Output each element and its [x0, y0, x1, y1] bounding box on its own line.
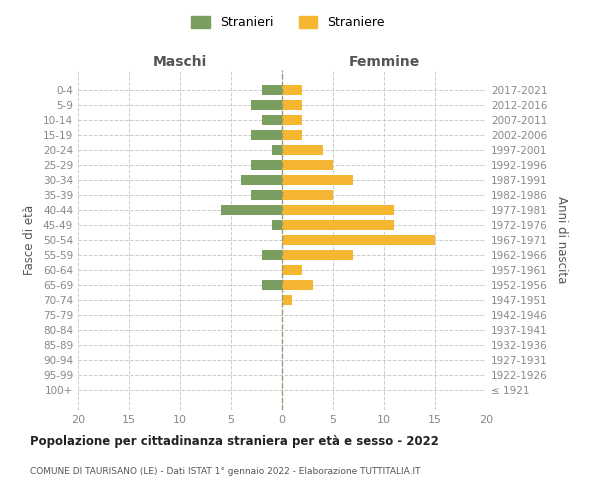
Bar	[282, 205, 394, 215]
Bar	[282, 86, 302, 95]
Bar	[262, 86, 282, 95]
Text: COMUNE DI TAURISANO (LE) - Dati ISTAT 1° gennaio 2022 - Elaborazione TUTTITALIA.: COMUNE DI TAURISANO (LE) - Dati ISTAT 1°…	[30, 468, 421, 476]
Y-axis label: Fasce di età: Fasce di età	[23, 205, 36, 275]
Bar	[282, 116, 302, 125]
Bar	[282, 130, 302, 140]
Bar	[282, 295, 292, 304]
Bar	[282, 265, 302, 275]
Bar	[282, 146, 323, 155]
Bar	[282, 160, 333, 170]
Bar	[272, 220, 282, 230]
Text: Maschi: Maschi	[153, 56, 207, 70]
Bar	[262, 280, 282, 290]
Bar	[282, 176, 353, 185]
Bar	[251, 130, 282, 140]
Bar	[282, 280, 313, 290]
Bar	[282, 190, 333, 200]
Bar	[272, 146, 282, 155]
Bar	[282, 250, 353, 260]
Y-axis label: Anni di nascita: Anni di nascita	[554, 196, 568, 284]
Text: Femmine: Femmine	[349, 56, 419, 70]
Text: Popolazione per cittadinanza straniera per età e sesso - 2022: Popolazione per cittadinanza straniera p…	[30, 435, 439, 448]
Bar	[282, 220, 394, 230]
Bar	[282, 100, 302, 110]
Bar	[251, 160, 282, 170]
Bar	[262, 116, 282, 125]
Legend: Stranieri, Straniere: Stranieri, Straniere	[186, 11, 390, 34]
Bar	[241, 176, 282, 185]
Bar	[221, 205, 282, 215]
Bar	[282, 235, 435, 245]
Bar	[251, 190, 282, 200]
Bar	[251, 100, 282, 110]
Bar	[262, 250, 282, 260]
